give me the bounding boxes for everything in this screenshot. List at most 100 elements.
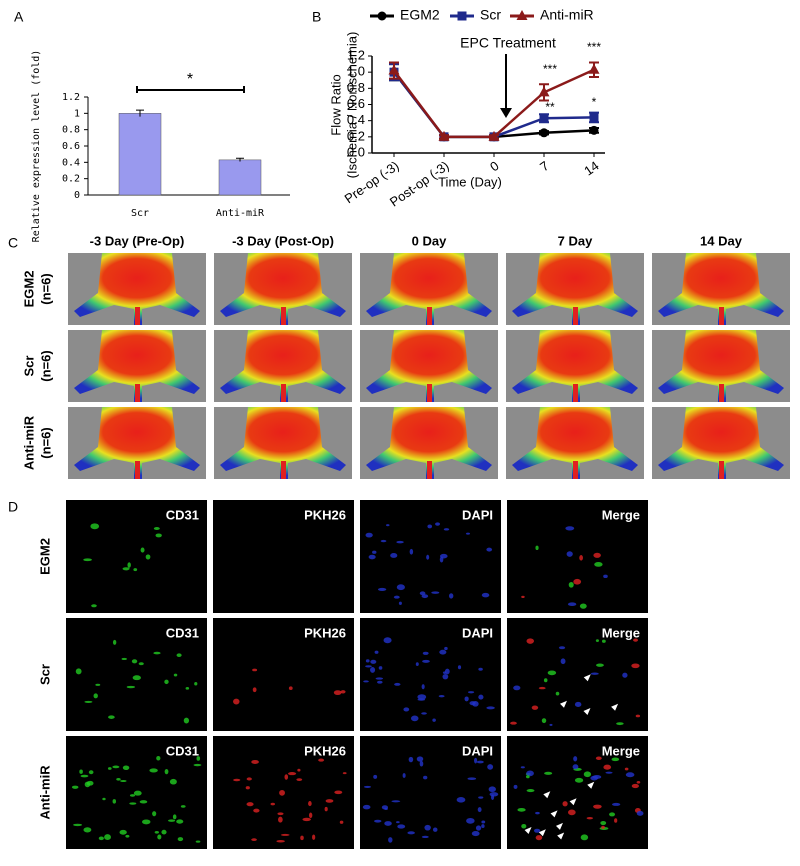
stain — [435, 522, 441, 526]
stain — [611, 757, 620, 762]
stain — [194, 681, 198, 686]
stain — [431, 591, 440, 594]
row-label: Scr — [37, 664, 52, 685]
row-label: (n=6) — [38, 350, 53, 381]
stain — [363, 680, 369, 683]
stain — [155, 533, 162, 538]
stain — [422, 651, 429, 655]
stain — [393, 595, 400, 599]
stain — [609, 812, 616, 817]
stain — [251, 838, 257, 842]
stain — [233, 778, 241, 782]
stain — [457, 665, 462, 670]
stain — [521, 824, 527, 829]
stain — [513, 685, 521, 691]
stain — [139, 800, 148, 804]
stain — [520, 766, 525, 769]
stain — [116, 777, 121, 781]
stain — [474, 757, 478, 764]
stain — [417, 698, 426, 701]
stain — [558, 646, 566, 650]
stain — [157, 834, 162, 840]
stain — [421, 594, 429, 599]
stain — [169, 778, 177, 785]
channel-label: DAPI — [462, 625, 493, 640]
stain — [126, 685, 136, 689]
stain — [288, 686, 293, 690]
stain — [443, 528, 450, 531]
tail — [719, 384, 724, 402]
stain — [112, 765, 120, 769]
error-bar — [136, 109, 144, 117]
stain — [374, 650, 379, 654]
micrograph — [507, 736, 648, 849]
stain — [560, 658, 566, 665]
stain — [636, 810, 644, 816]
stain — [372, 550, 377, 554]
annotation: EPC Treatment — [460, 35, 556, 51]
stain — [541, 718, 547, 724]
marker — [538, 86, 550, 97]
stain — [605, 771, 613, 774]
y-tick-label: 1.2 — [62, 92, 80, 103]
stain — [594, 562, 603, 567]
panel-d: EGM2 CD31 PKH26 DAPI Merge Scr CD31 PKH26 DAPI Me… — [37, 500, 648, 849]
x-tick-label: 7 — [537, 158, 552, 174]
stain — [362, 804, 371, 810]
stain — [308, 812, 313, 819]
marker — [488, 130, 500, 141]
micrograph — [213, 618, 354, 731]
stain — [140, 547, 145, 553]
stain — [396, 540, 404, 544]
channel-label: CD31 — [166, 507, 199, 522]
stain — [297, 768, 301, 772]
stain — [590, 672, 599, 675]
stain — [444, 646, 448, 651]
stain — [601, 825, 605, 830]
stain — [481, 824, 485, 828]
stain — [402, 773, 406, 778]
stain — [377, 680, 383, 684]
y-tick-label: 0.2 — [347, 128, 365, 143]
stain — [276, 840, 285, 843]
stain — [104, 834, 111, 841]
stain — [333, 690, 342, 696]
stain — [478, 796, 484, 799]
channel-label: PKH26 — [304, 507, 346, 522]
stain — [318, 758, 325, 762]
stain — [375, 677, 384, 680]
stain — [161, 829, 167, 835]
stain — [302, 817, 311, 822]
error-bar — [236, 157, 244, 162]
stain — [396, 821, 400, 824]
stain — [465, 532, 470, 535]
marker — [516, 10, 528, 20]
stain — [442, 673, 449, 680]
stain — [448, 593, 454, 599]
panel-letter: C — [8, 235, 18, 251]
micrograph — [66, 500, 207, 613]
tail — [281, 384, 286, 402]
marker — [539, 128, 549, 138]
mouse-body — [220, 330, 346, 402]
row-label: Scr — [21, 356, 36, 377]
mouse-body — [74, 330, 200, 402]
stain — [172, 814, 177, 820]
significance-label: * — [592, 95, 597, 109]
stain — [573, 578, 582, 585]
micrograph — [66, 618, 207, 731]
stain — [86, 780, 94, 786]
stain — [592, 775, 602, 779]
stain — [533, 828, 541, 833]
mouse-body — [366, 407, 492, 479]
arrowhead — [559, 700, 567, 708]
stain — [424, 824, 431, 831]
stain — [421, 684, 425, 690]
stain — [339, 820, 344, 824]
stain — [426, 554, 430, 560]
stain — [600, 820, 607, 826]
stain — [593, 552, 601, 558]
stain — [486, 706, 495, 710]
y-tick-label: 0.6 — [62, 141, 80, 152]
